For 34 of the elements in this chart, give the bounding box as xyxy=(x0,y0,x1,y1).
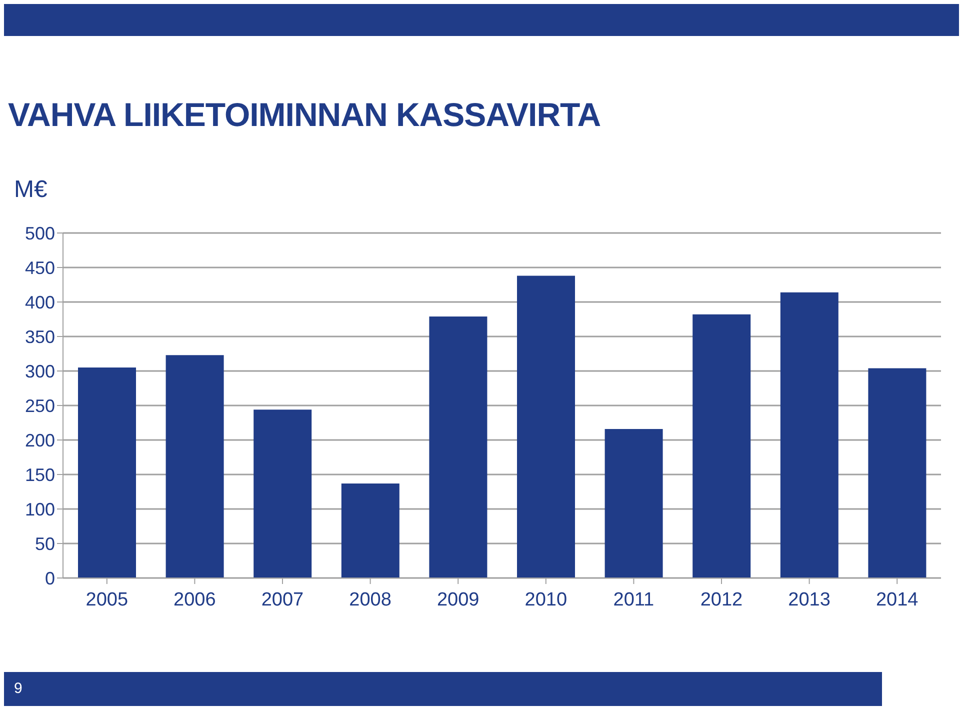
x-tick-label: 2008 xyxy=(349,589,392,610)
x-tick-label: 2009 xyxy=(436,589,480,610)
text: 9 xyxy=(14,680,22,697)
y-axis-title: M€ xyxy=(14,176,48,204)
y-tick-label: 350 xyxy=(24,326,55,347)
x-tick-label: 2013 xyxy=(788,589,830,610)
y-tick-label: 50 xyxy=(34,534,55,554)
y-tick-label: 100 xyxy=(24,499,55,520)
y-tick-label: 0 xyxy=(44,568,55,588)
y-tick-label: 250 xyxy=(24,396,55,416)
bar xyxy=(868,368,926,578)
bar xyxy=(692,314,751,578)
bar xyxy=(604,428,663,578)
bar xyxy=(780,292,838,578)
x-tick-label: 2012 xyxy=(700,589,743,610)
y-tick-label: 400 xyxy=(24,292,55,312)
bar xyxy=(341,483,400,578)
y-tick-label: 150 xyxy=(24,464,55,485)
x-tick-label: 2005 xyxy=(86,589,128,610)
bar xyxy=(254,410,312,578)
y-tick-label: 500 xyxy=(24,223,55,244)
x-tick-label: 2007 xyxy=(261,589,304,610)
y-tick-label: 200 xyxy=(24,430,55,450)
y-tick-label: 300 xyxy=(24,361,55,382)
bar xyxy=(166,355,224,578)
x-tick-label: 2006 xyxy=(174,589,216,610)
bar xyxy=(517,276,575,578)
bar xyxy=(429,316,488,578)
x-tick-label: 2014 xyxy=(876,589,919,610)
x-tick-label: 2010 xyxy=(524,589,568,610)
y-tick-label: 450 xyxy=(24,258,55,278)
bar xyxy=(78,368,136,578)
x-tick-label: 2011 xyxy=(613,589,654,610)
chart-title: VAHVA LIIKETOIMINNAN KASSAVIRTA xyxy=(8,96,601,134)
